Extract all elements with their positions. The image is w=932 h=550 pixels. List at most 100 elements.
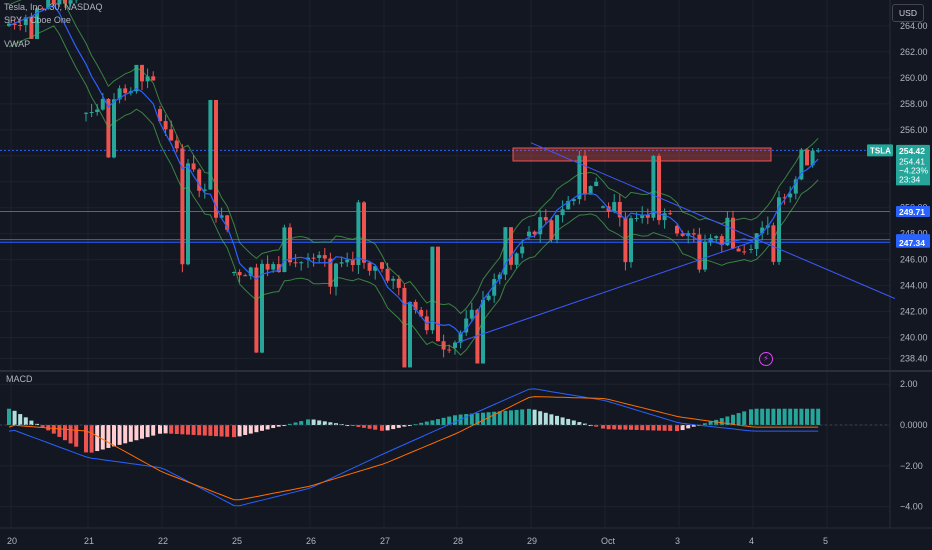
currency-button[interactable]: USD <box>892 4 924 22</box>
macd-histogram-bar <box>293 422 298 426</box>
macd-histogram-bar <box>362 425 366 428</box>
candle-body <box>612 202 617 212</box>
time-tick-label: 21 <box>84 536 94 546</box>
macd-histogram-bar <box>328 422 333 426</box>
candle-body <box>543 217 548 221</box>
legend-symbol[interactable]: Tesla, Inc., 30, NASDAQ <box>4 2 103 13</box>
candle-body <box>640 214 645 219</box>
macd-histogram-bar <box>191 425 196 435</box>
candle-body <box>793 179 798 194</box>
candle-body <box>345 259 350 263</box>
price-tick-label: 246.00 <box>900 255 928 265</box>
time-tick-label: 27 <box>380 536 390 546</box>
candle-body <box>334 263 338 287</box>
candle-body <box>57 0 62 5</box>
candle-body <box>527 231 531 237</box>
candle-body <box>577 155 582 200</box>
candle-body <box>799 149 804 180</box>
macd-histogram-bar <box>765 408 770 426</box>
candle-body <box>265 263 270 270</box>
macd-histogram-bar <box>100 425 105 450</box>
macd-histogram-bar <box>640 425 645 431</box>
macd-histogram-bar <box>260 425 264 431</box>
candle-body <box>100 98 105 110</box>
price-tick-label: 240.00 <box>900 333 928 343</box>
macd-histogram-bar <box>651 425 656 431</box>
macd-histogram-bar <box>571 420 576 426</box>
macd-histogram-bar <box>219 425 224 437</box>
macd-histogram-bar <box>662 425 667 431</box>
candle-body <box>260 263 264 353</box>
candle-body <box>158 109 162 122</box>
candle-body <box>84 112 88 114</box>
macd-histogram-bar <box>509 410 513 426</box>
macd-histogram-bar <box>145 425 150 438</box>
macd-histogram-bar <box>492 411 497 426</box>
candle-body <box>385 268 390 281</box>
candle-body <box>532 231 537 235</box>
candle-body <box>276 264 281 273</box>
price-tick-label: 262.00 <box>900 47 928 57</box>
macd-histogram-bar <box>306 419 310 426</box>
macd-histogram-bar <box>788 408 793 426</box>
last-price-countdown: 23:34 <box>899 174 921 184</box>
macd-histogram-bar <box>23 417 28 426</box>
macd-histogram-bar <box>617 425 622 430</box>
macd-histogram-bar <box>441 417 446 426</box>
macd-histogram-bar <box>380 425 384 431</box>
macd-histogram-bar <box>356 425 361 427</box>
macd-panel-title[interactable]: MACD <box>6 374 33 384</box>
legend-vwap[interactable]: VWAP <box>4 39 30 50</box>
macd-histogram-bar <box>197 425 202 436</box>
candle-body <box>538 217 543 235</box>
price-tick-label: 260.00 <box>900 73 928 83</box>
candle-body <box>810 150 815 166</box>
candle-body <box>601 206 605 208</box>
macd-histogram-bar <box>777 408 781 426</box>
candle-body <box>514 253 519 265</box>
price-tick-label: 238.40 <box>900 353 928 363</box>
macd-histogram-bar <box>12 410 17 426</box>
candle-body <box>645 214 650 218</box>
macd-histogram-bar <box>419 422 424 426</box>
candle-body <box>391 278 396 281</box>
macd-histogram-bar <box>668 425 673 431</box>
time-tick-label: 26 <box>306 536 316 546</box>
macd-histogram-bar <box>35 423 39 426</box>
resistance-zone <box>512 147 772 162</box>
macd-histogram-bar <box>514 409 519 426</box>
candle-body <box>481 299 485 364</box>
candle-body <box>254 267 259 353</box>
candle-body <box>566 200 571 210</box>
candle-body <box>293 262 298 264</box>
signal-line <box>8 396 819 501</box>
candle-body <box>680 233 685 236</box>
legend-compare[interactable]: SPY · Cboe One <box>4 15 71 26</box>
candle-body <box>714 236 719 239</box>
candle-body <box>760 227 765 234</box>
macd-histogram-bar <box>254 425 259 433</box>
macd-histogram-bar <box>271 425 276 429</box>
candle-body <box>299 262 304 264</box>
vwap-indicator-label: VWAP <box>4 39 31 49</box>
lightning-icon[interactable]: ⚡ <box>759 352 773 366</box>
macd-histogram-bar <box>18 414 23 426</box>
candle-body <box>29 17 34 39</box>
macd-histogram-bar <box>657 425 661 431</box>
macd-histogram-bar <box>736 413 741 426</box>
candle-body <box>447 349 452 351</box>
macd-histogram-bar <box>248 425 253 434</box>
macd-histogram-bar <box>725 416 730 426</box>
candle-body <box>657 155 661 221</box>
candle-body <box>95 109 100 113</box>
candle-body <box>51 0 56 5</box>
macd-histogram-bar <box>583 423 587 426</box>
candle-body <box>232 272 236 274</box>
macd-histogram-bar <box>543 412 548 426</box>
macd-histogram-bar <box>151 425 156 436</box>
candle-body <box>248 267 253 276</box>
macd-histogram-bar <box>29 420 34 426</box>
price-tick-label: 244.00 <box>900 281 928 291</box>
candle-body <box>356 202 361 266</box>
